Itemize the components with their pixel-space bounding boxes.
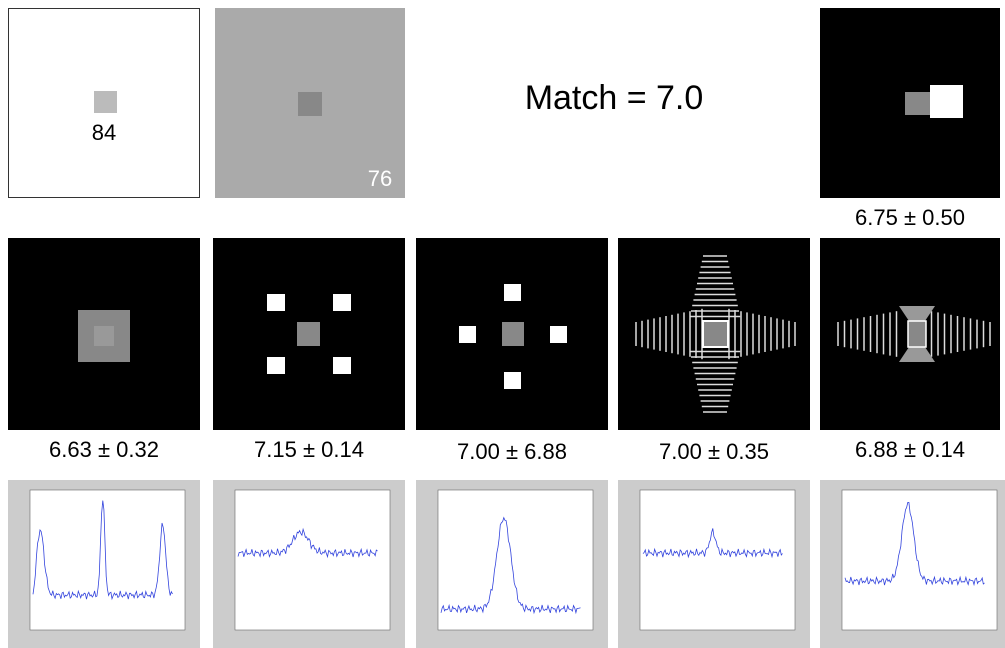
plot-area bbox=[639, 489, 796, 631]
test-patch bbox=[297, 322, 320, 346]
result-label: 7.00 ± 0.35 bbox=[659, 439, 769, 464]
white-patch bbox=[333, 357, 351, 374]
test-patch bbox=[94, 91, 117, 113]
test-patch bbox=[94, 326, 114, 346]
white-patch bbox=[459, 326, 476, 343]
panel-label: 84 bbox=[92, 120, 116, 145]
panel-label: 76 bbox=[368, 166, 392, 191]
plot-area bbox=[841, 489, 998, 631]
result-label: 6.63 ± 0.32 bbox=[49, 437, 159, 462]
white-patch bbox=[267, 294, 285, 311]
spectrum-line bbox=[32, 500, 173, 601]
white-patch bbox=[504, 372, 521, 389]
test-patch bbox=[907, 320, 927, 348]
plot-area bbox=[29, 489, 186, 631]
white-patch bbox=[550, 326, 567, 343]
test-patch bbox=[702, 320, 729, 348]
white-patch bbox=[333, 294, 351, 311]
white-patch bbox=[504, 284, 521, 301]
result-label: 7.15 ± 0.14 bbox=[254, 437, 364, 462]
plot-area bbox=[234, 489, 391, 631]
white-patch bbox=[267, 357, 285, 374]
grating bbox=[635, 255, 796, 413]
match-label: Match = 7.0 bbox=[525, 79, 704, 117]
spectrum-line bbox=[237, 527, 378, 559]
test-patch bbox=[502, 322, 524, 346]
spectrum-line bbox=[844, 502, 985, 587]
spectra-row bbox=[8, 480, 1005, 648]
grating bbox=[837, 311, 991, 357]
test-patch bbox=[298, 92, 322, 116]
result-label: 6.75 ± 0.50 bbox=[855, 205, 965, 230]
spectrum-line bbox=[642, 528, 783, 559]
white-patch bbox=[930, 85, 963, 118]
spectrum-line bbox=[440, 516, 581, 615]
result-label: 7.00 ± 6.88 bbox=[457, 439, 567, 464]
test-patch bbox=[905, 92, 930, 115]
result-label: 6.88 ± 0.14 bbox=[855, 437, 965, 462]
